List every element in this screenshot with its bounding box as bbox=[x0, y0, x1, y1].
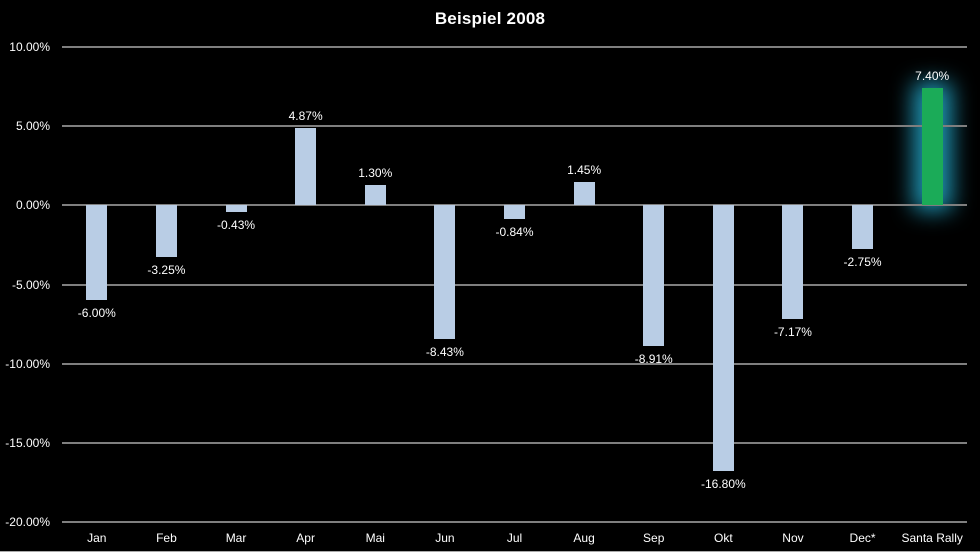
bar-mar bbox=[225, 205, 247, 213]
value-label-feb: -3.25% bbox=[147, 262, 186, 277]
gridline--5.00% bbox=[62, 283, 967, 286]
value-label-mai: 1.30% bbox=[358, 165, 393, 180]
value-label-aug: 1.45% bbox=[567, 163, 602, 178]
x-axis-label-feb: Feb bbox=[156, 531, 177, 545]
bar-aug bbox=[573, 182, 595, 206]
x-axis-label-jun: Jun bbox=[435, 531, 455, 545]
value-label-apr: 4.87% bbox=[288, 109, 323, 124]
gridline--20.00% bbox=[62, 521, 967, 523]
value-label-jan: -6.00% bbox=[77, 306, 116, 321]
bar-jan bbox=[86, 205, 108, 301]
bar-okt bbox=[712, 205, 734, 472]
x-axis-label-sep: Sep bbox=[643, 531, 665, 545]
x-axis-label-okt: Okt bbox=[714, 531, 733, 545]
bar-sep bbox=[643, 205, 665, 347]
x-axis-label-dec: Dec* bbox=[849, 531, 876, 545]
value-label-mar: -0.43% bbox=[217, 218, 256, 233]
bar-santa-rally bbox=[921, 88, 943, 206]
value-label-jul: -0.84% bbox=[495, 224, 534, 239]
value-label-sep: -8.91% bbox=[634, 352, 673, 367]
bar-nov bbox=[782, 205, 804, 319]
x-axis-label-nov: Nov bbox=[782, 531, 804, 545]
x-axis-label-jan: Jan bbox=[87, 531, 107, 545]
value-label-santa-rally: 7.40% bbox=[915, 69, 950, 84]
gridline--10.00% bbox=[62, 362, 967, 365]
x-axis-label-apr: Apr bbox=[296, 531, 315, 545]
gridline--15.00% bbox=[62, 441, 967, 444]
y-axis-tick-label: -10.00% bbox=[5, 356, 50, 371]
x-axis-label-aug: Aug bbox=[573, 531, 595, 545]
bar-apr bbox=[295, 128, 317, 206]
y-axis-tick-label: -5.00% bbox=[11, 277, 50, 292]
bar-jul bbox=[504, 205, 525, 219]
x-axis-label-mar: Mar bbox=[225, 531, 247, 545]
x-axis-label-mai: Mai bbox=[365, 531, 385, 545]
x-axis-label-santa-rally: Santa Rally bbox=[901, 531, 963, 545]
value-label-nov: -7.17% bbox=[773, 324, 812, 339]
value-label-okt: -16.80% bbox=[700, 477, 746, 492]
y-axis-tick-label: 10.00% bbox=[9, 40, 50, 54]
value-label-jun: -8.43% bbox=[425, 344, 464, 359]
bar-dec bbox=[852, 205, 874, 249]
bar-feb bbox=[155, 205, 177, 257]
y-axis-tick-label: 5.00% bbox=[15, 119, 50, 134]
bar-mai bbox=[364, 184, 386, 206]
gridline-10.00% bbox=[62, 46, 967, 48]
bar-jun bbox=[434, 205, 456, 339]
chart-title: Beispiel 2008 bbox=[434, 9, 546, 28]
x-axis-label-jul: Jul bbox=[506, 531, 523, 545]
y-axis-tick-label: -20.00% bbox=[5, 515, 50, 529]
value-label-dec: -2.75% bbox=[843, 254, 882, 269]
y-axis-tick-label: 0.00% bbox=[15, 198, 50, 213]
y-axis-tick-label: -15.00% bbox=[5, 435, 50, 450]
gridline-5.00% bbox=[62, 125, 967, 128]
